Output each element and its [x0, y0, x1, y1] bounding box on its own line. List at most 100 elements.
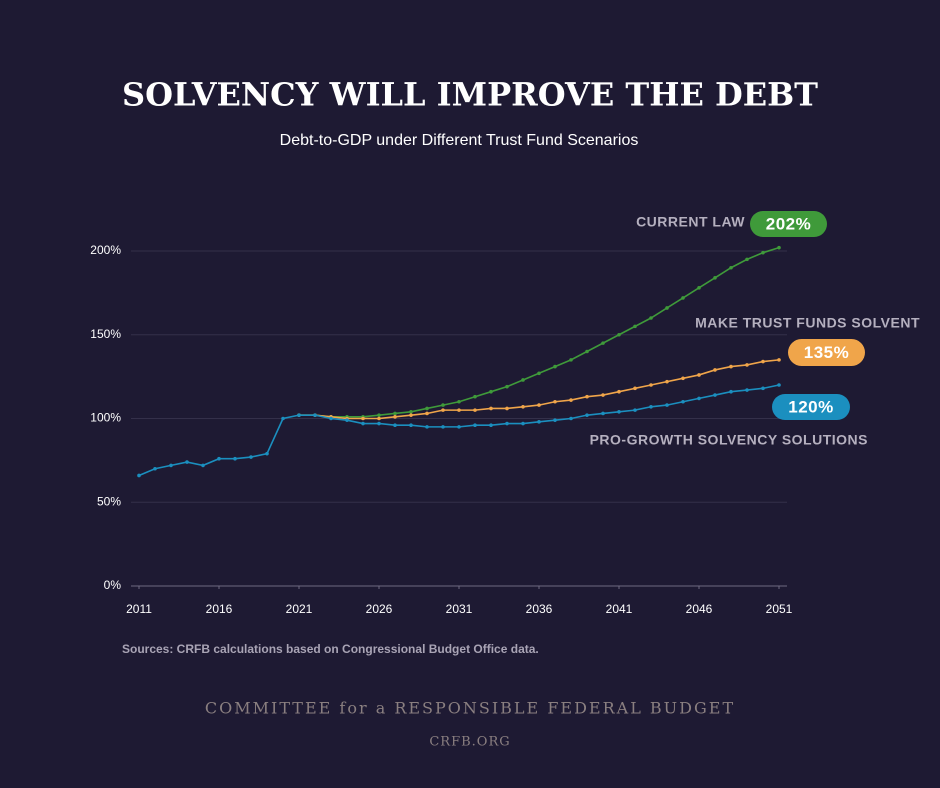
data-point: [601, 341, 605, 345]
chart-subtitle: Debt-to-GDP under Different Trust Fund S…: [280, 132, 639, 149]
x-tick-label: 2011: [126, 602, 152, 616]
data-point: [585, 394, 589, 399]
data-point: [281, 416, 285, 421]
data-point: [393, 415, 397, 419]
data-point: [665, 379, 669, 384]
data-point: [377, 421, 381, 426]
data-point: [745, 257, 749, 262]
data-point: [537, 403, 541, 407]
website: CRFB.ORG: [429, 735, 510, 750]
data-point: [377, 413, 381, 417]
data-point: [569, 398, 573, 402]
y-tick-label: 0%: [104, 578, 122, 592]
data-point: [505, 421, 509, 426]
data-point: [697, 396, 701, 401]
series-label: PRO-GROWTH SOLVENCY SOLUTIONS: [590, 432, 868, 448]
x-tick-label: 2021: [286, 602, 313, 616]
data-point: [729, 364, 733, 369]
x-tick-label: 2016: [206, 602, 233, 616]
data-point: [489, 389, 493, 394]
data-point: [553, 418, 557, 422]
data-point: [473, 408, 477, 412]
data-point: [409, 423, 413, 428]
data-point: [697, 373, 701, 377]
data-point: [361, 416, 365, 421]
data-point: [489, 423, 493, 428]
data-point: [297, 413, 301, 417]
data-point: [729, 265, 733, 270]
data-point: [249, 455, 253, 459]
data-point: [601, 393, 605, 397]
x-tick-label: 2026: [366, 602, 393, 616]
data-point: [425, 406, 429, 411]
data-point: [185, 460, 189, 464]
data-point: [713, 368, 717, 372]
data-point: [649, 383, 653, 387]
y-tick-label: 100%: [90, 411, 121, 425]
x-tick-label: 2036: [526, 602, 553, 616]
data-point: [313, 413, 317, 417]
data-point: [681, 399, 685, 404]
data-point: [585, 413, 589, 417]
value-label: 120%: [788, 397, 833, 416]
data-point: [585, 349, 589, 354]
data-point: [729, 389, 733, 394]
x-tick-label: 2051: [766, 602, 793, 616]
data-point: [569, 416, 573, 421]
y-tick-label: 150%: [90, 327, 121, 341]
data-point: [521, 378, 525, 382]
value-pill: [750, 211, 827, 237]
data-point: [217, 456, 221, 461]
data-point: [777, 383, 781, 387]
x-tick-label: 2031: [446, 602, 473, 616]
series-label: CURRENT LAW: [636, 214, 745, 230]
series-label: MAKE TRUST FUNDS SOLVENT: [695, 315, 920, 331]
organization: COMMITTEE for a RESPONSIBLE FEDERAL BUDG…: [205, 699, 735, 718]
x-tick-label: 2046: [686, 602, 713, 616]
data-point: [713, 276, 717, 280]
data-point: [457, 399, 461, 404]
data-point: [393, 411, 397, 416]
data-point: [617, 332, 621, 337]
data-point: [441, 408, 445, 412]
data-point: [745, 388, 749, 392]
data-point: [457, 408, 461, 412]
data-point: [777, 358, 781, 362]
data-point: [489, 406, 493, 411]
data-point: [553, 364, 557, 369]
data-point: [777, 245, 781, 250]
data-point: [521, 404, 525, 409]
data-point: [505, 406, 509, 411]
data-point: [713, 393, 717, 397]
data-point: [153, 466, 157, 471]
data-point: [473, 423, 477, 428]
data-point: [457, 425, 461, 429]
source-note: Sources: CRFB calculations based on Cong…: [122, 642, 539, 656]
value-pill: [772, 394, 850, 420]
data-point: [441, 403, 445, 407]
data-point: [761, 250, 765, 255]
data-point: [697, 286, 701, 290]
x-tick-label: 2041: [606, 602, 633, 616]
data-point: [473, 394, 477, 399]
data-point: [617, 410, 621, 414]
data-point: [633, 386, 637, 391]
data-point: [633, 324, 637, 329]
chart-title: SOLVENCY WILL IMPROVE THE DEBT: [122, 76, 818, 114]
data-point: [409, 413, 413, 417]
data-point: [569, 358, 573, 362]
data-point: [681, 296, 685, 300]
data-point: [393, 423, 397, 428]
data-point: [201, 463, 205, 468]
value-pill: [788, 339, 865, 366]
data-point: [681, 376, 685, 381]
data-point: [761, 386, 765, 391]
data-point: [761, 359, 765, 364]
data-point: [537, 371, 541, 376]
data-point: [329, 416, 333, 421]
data-point: [649, 316, 653, 320]
data-point: [665, 306, 669, 310]
data-point: [169, 463, 173, 468]
data-point: [649, 404, 653, 409]
